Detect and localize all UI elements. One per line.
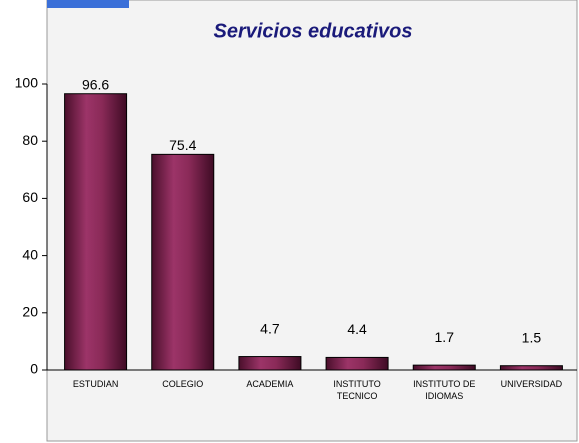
- x-tick-label: ACADEMIA: [246, 379, 294, 389]
- x-tick-label: INSTITUTO DE IDIOMAS: [413, 379, 476, 401]
- chart-title: Servicios educativos: [214, 20, 413, 42]
- header-tab: [47, 0, 129, 8]
- bar: [412, 364, 476, 371]
- data-label: 1.7: [435, 329, 455, 345]
- x-tick-label: ESTUDIAN: [72, 379, 119, 389]
- x-tick-label: UNIVERSIDAD: [500, 379, 563, 389]
- data-label: 4.4: [347, 321, 367, 337]
- y-tick-label: 20: [22, 304, 38, 320]
- data-label: 4.7: [260, 320, 280, 336]
- data-label: 75.4: [169, 137, 196, 153]
- bar: [325, 356, 389, 371]
- y-tick-label: 40: [22, 246, 38, 262]
- bar: [238, 356, 302, 371]
- y-tick-label: 100: [15, 75, 39, 91]
- plot-background: [46, 0, 578, 442]
- bar: [151, 153, 215, 371]
- y-tick-label: 0: [30, 361, 38, 377]
- y-tick-label: 60: [22, 189, 38, 205]
- x-tick-label: COLEGIO: [162, 379, 204, 389]
- y-tick-label: 80: [22, 132, 38, 148]
- bar: [64, 93, 128, 371]
- data-label: 1.5: [522, 329, 542, 345]
- x-tick-label: INSTITUTO TECNICO: [333, 379, 381, 401]
- data-label: 96.6: [82, 76, 109, 92]
- bar: [499, 365, 563, 371]
